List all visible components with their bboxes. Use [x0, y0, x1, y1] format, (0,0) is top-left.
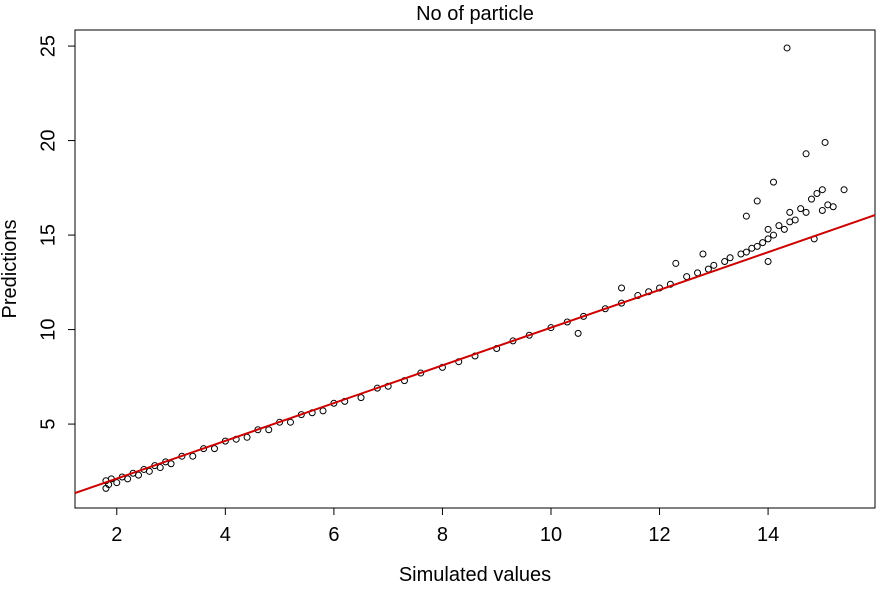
point	[783, 44, 791, 52]
x-tick-label: 10	[540, 524, 562, 546]
point	[726, 254, 734, 262]
point	[786, 208, 794, 216]
point	[802, 208, 810, 216]
x-tick-label: 8	[437, 524, 448, 546]
point	[113, 479, 121, 487]
point	[319, 407, 327, 415]
x-tick-label: 6	[328, 524, 339, 546]
point	[764, 225, 772, 233]
point	[753, 242, 761, 250]
point	[764, 235, 772, 243]
point	[840, 186, 848, 194]
point	[167, 460, 175, 468]
point	[829, 203, 837, 211]
point	[710, 261, 718, 269]
y-tick-label: 5	[37, 419, 59, 430]
point	[135, 471, 143, 479]
point	[243, 433, 251, 441]
point	[775, 222, 783, 230]
point	[764, 258, 772, 266]
x-tick-label: 14	[757, 524, 779, 546]
chart-title: No of particle	[416, 3, 534, 25]
point	[802, 150, 810, 158]
point	[791, 216, 799, 224]
point	[265, 426, 273, 434]
point	[189, 452, 197, 460]
point	[818, 207, 826, 215]
y-tick-label: 20	[37, 129, 59, 151]
point	[742, 212, 750, 220]
x-tick-label: 2	[111, 524, 122, 546]
point	[721, 258, 729, 266]
point	[286, 418, 294, 426]
point	[780, 225, 788, 233]
y-tick-label: 10	[37, 318, 59, 340]
y-tick-label: 25	[37, 35, 59, 57]
point	[742, 248, 750, 256]
point	[797, 205, 805, 213]
point	[753, 197, 761, 205]
point	[813, 189, 821, 197]
y-axis-label: Predictions	[0, 220, 21, 319]
x-tick-label: 12	[648, 524, 670, 546]
point	[618, 284, 626, 292]
point	[770, 178, 778, 186]
y-tick-label: 15	[37, 224, 59, 246]
point	[574, 329, 582, 337]
point	[210, 445, 218, 453]
point	[807, 195, 815, 203]
point	[821, 138, 829, 146]
point	[818, 186, 826, 194]
point	[357, 394, 365, 402]
point	[124, 475, 132, 483]
fit-line	[74, 214, 876, 495]
point	[759, 239, 767, 247]
x-axis-label: Simulated values	[399, 564, 551, 586]
point	[145, 467, 153, 475]
point	[672, 259, 680, 267]
point	[699, 250, 707, 258]
x-tick-label: 4	[220, 524, 231, 546]
point	[770, 231, 778, 239]
point	[156, 464, 164, 472]
plot-frame	[74, 29, 876, 509]
